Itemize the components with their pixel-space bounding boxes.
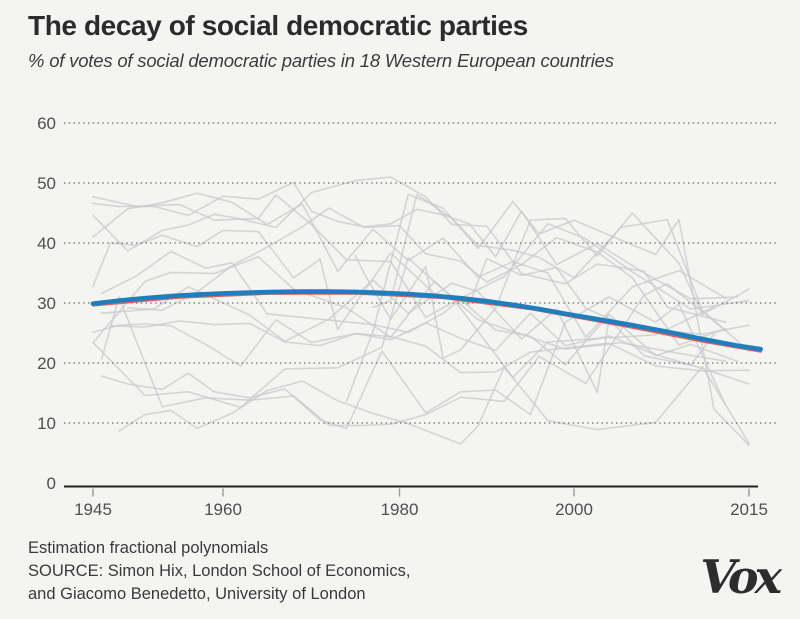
source-line-2: and Giacomo Benedetto, University of Lon… [28, 585, 366, 603]
country-14-line [92, 255, 727, 363]
y-tick-label-10: 10 [37, 414, 56, 433]
chart-title: The decay of social democratic parties [28, 10, 528, 41]
country-2-line [92, 176, 727, 324]
x-tick-label-2015: 2015 [730, 500, 768, 519]
country-5-line [126, 207, 727, 346]
country-15-line [100, 296, 727, 430]
country-3-line [92, 192, 727, 339]
chart-source: SOURCE: Simon Hix, London School of Econ… [28, 560, 588, 606]
trend-line [90, 289, 764, 352]
chart-subtitle: % of votes of social democratic parties … [28, 50, 614, 71]
x-tick-label-1960: 1960 [204, 500, 242, 519]
country-12-line [118, 365, 750, 445]
y-tick-label-30: 30 [37, 294, 56, 313]
y-tick-label-50: 50 [37, 174, 56, 193]
country-6-line [92, 229, 750, 336]
x-tick-label-2000: 2000 [555, 500, 593, 519]
country-16-line [345, 193, 750, 447]
country-10-line [92, 312, 750, 385]
y-tick-label-60: 60 [37, 114, 56, 133]
x-tick-label-1980: 1980 [381, 500, 419, 519]
country-17-line [372, 193, 750, 352]
vox-logo: Vox [700, 550, 782, 604]
y-tick-label-40: 40 [37, 234, 56, 253]
y-tick-label-0: 0 [47, 474, 56, 493]
country-7-line [92, 257, 715, 409]
x-tick-label-1945: 1945 [74, 500, 112, 519]
source-line-1: SOURCE: Simon Hix, London School of Econ… [28, 562, 411, 580]
chart-note: Estimation fractional polynomials [28, 539, 269, 557]
country-18-line [354, 212, 750, 360]
country-13-line [100, 282, 727, 427]
country-11-line [109, 320, 750, 374]
country-1-line [92, 181, 739, 300]
y-tick-label-20: 20 [37, 354, 56, 373]
